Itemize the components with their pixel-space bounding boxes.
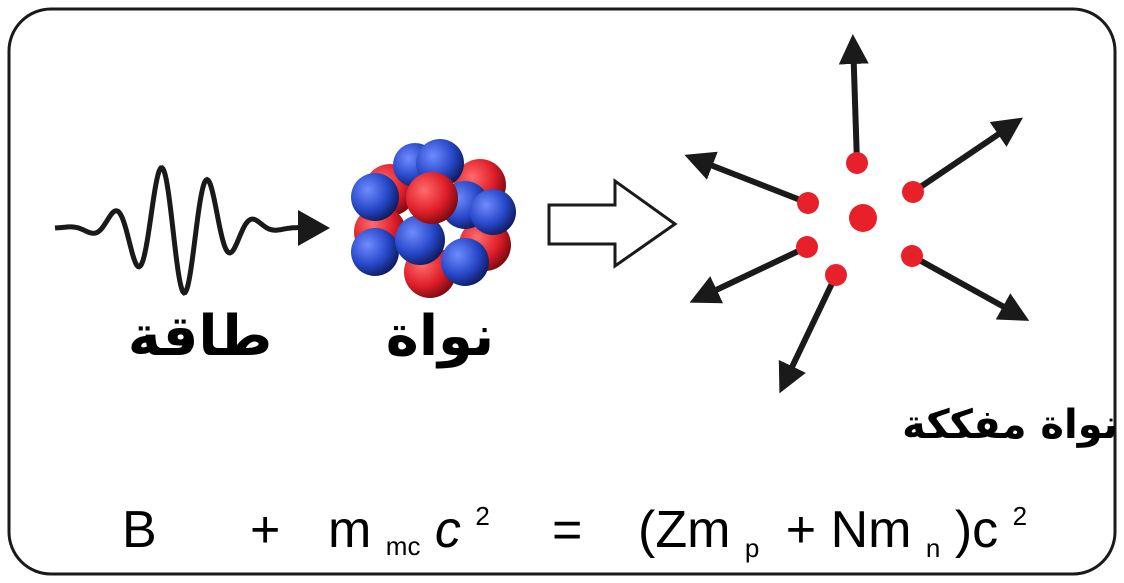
eq-term: + Nm	[786, 501, 912, 559]
fragmented-label: نواة مفككة	[902, 402, 1118, 448]
nucleus	[351, 139, 516, 298]
wave-arrowhead	[298, 210, 330, 246]
eq-sup: 2	[1013, 501, 1027, 531]
process-arrow	[549, 181, 675, 266]
eq-term: )c	[955, 501, 998, 559]
eq-op: =	[552, 501, 582, 559]
eq-sup: 2	[475, 501, 489, 531]
frame	[9, 9, 1115, 574]
fragments	[796, 152, 924, 286]
energy-label: طاقة	[128, 304, 272, 369]
eq-sub: n	[926, 533, 940, 563]
diagram: طاقة نواة نواة مفككة B + m mc c 2 = (Zm …	[0, 0, 1124, 583]
eq-term: c	[435, 501, 461, 559]
nucleus-label: نواة	[386, 304, 494, 369]
eq-term: m	[328, 501, 371, 559]
energy-wave	[55, 168, 300, 293]
eq-sub: mc	[386, 531, 421, 561]
equation: B + m mc c 2 = (Zm p + Nm n )c 2	[122, 479, 1027, 569]
eq-term: B	[122, 501, 157, 559]
eq-term: (Zm	[638, 501, 730, 559]
eq-sub: p	[745, 533, 759, 563]
eq-op: +	[250, 501, 280, 559]
